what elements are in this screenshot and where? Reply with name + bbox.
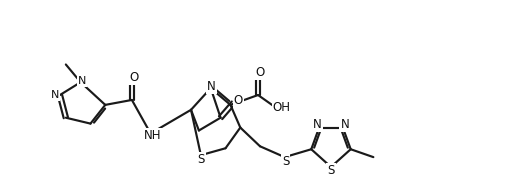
Text: O: O — [255, 66, 265, 79]
Text: N: N — [340, 118, 349, 131]
Text: OH: OH — [272, 101, 291, 114]
Text: NH: NH — [144, 129, 161, 142]
Text: N: N — [51, 90, 59, 100]
Text: O: O — [234, 94, 243, 107]
Text: N: N — [313, 118, 322, 131]
Text: N: N — [207, 80, 216, 93]
Text: N: N — [77, 76, 86, 86]
Text: S: S — [327, 165, 335, 178]
Text: O: O — [129, 71, 138, 84]
Text: S: S — [197, 153, 205, 166]
Text: S: S — [282, 155, 289, 168]
